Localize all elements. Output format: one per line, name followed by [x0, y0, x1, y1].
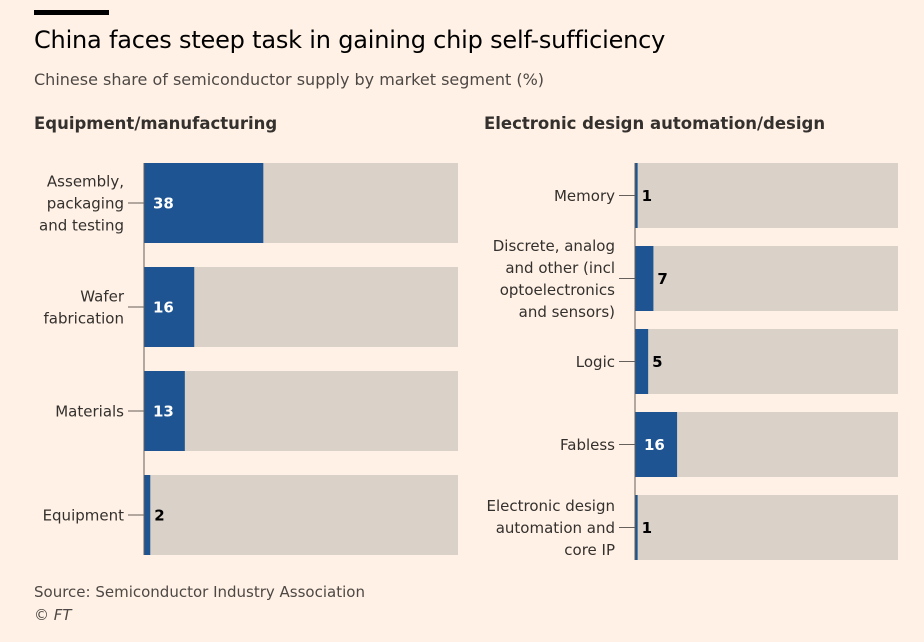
- bar-equipment-0: [144, 163, 264, 243]
- category-label-line: Equipment: [43, 507, 125, 525]
- category-label-design-1: Discrete, analog and other (incl optoelect…: [493, 237, 615, 321]
- category-label-design-0: Memory: [554, 187, 615, 205]
- chart-subtitle: Chinese share of semiconductor supply by…: [34, 70, 545, 89]
- bar-track-equipment-1: [144, 267, 458, 347]
- data-label-design-1: 7: [657, 270, 667, 288]
- category-label-equipment-1: Wafer fabrication: [43, 288, 124, 328]
- category-label-line: Assembly,: [47, 173, 124, 191]
- category-label-line: Logic: [576, 353, 615, 371]
- data-label-equipment-3: 2: [154, 507, 164, 525]
- category-label-line: packaging: [47, 195, 124, 213]
- top-rule: [34, 10, 109, 15]
- bar-track-design-1: [635, 246, 898, 311]
- panel-title-equipment: Equipment/manufacturing: [34, 114, 278, 133]
- category-label-equipment-2: Materials: [55, 403, 124, 421]
- chart-title: China faces steep task in gaining chip s…: [34, 26, 666, 54]
- category-label-line: fabrication: [43, 310, 124, 328]
- bar-track-equipment-2: [144, 371, 458, 451]
- category-label-design-2: Logic: [576, 353, 615, 371]
- bar-design-2: [635, 329, 649, 394]
- category-label-line: and sensors): [519, 303, 615, 321]
- data-label-design-4: 1: [642, 519, 652, 537]
- bar-design-1: [635, 246, 654, 311]
- panel-title-design: Electronic design automation/design: [484, 114, 826, 133]
- category-label-design-3: Fabless: [560, 436, 615, 454]
- bar-track-design-4: [635, 495, 898, 560]
- data-label-equipment-1: 16: [153, 299, 174, 317]
- category-label-line: core IP: [564, 541, 615, 559]
- bar-design-4: [635, 495, 638, 560]
- category-label-line: Materials: [55, 403, 124, 421]
- category-label-equipment-3: Equipment: [43, 507, 125, 525]
- category-label-line: and testing: [39, 217, 124, 235]
- data-label-equipment-0: 38: [153, 195, 174, 213]
- category-label-line: Wafer: [80, 288, 125, 306]
- bar-design-3: [635, 412, 678, 477]
- category-label-line: and other (incl: [505, 259, 615, 277]
- category-label-equipment-0: Assembly, packaging and testing: [39, 173, 124, 235]
- bar-design-0: [635, 163, 638, 228]
- data-label-design-2: 5: [652, 353, 662, 371]
- bar-equipment-3: [144, 475, 151, 555]
- category-label-line: optoelectronics: [500, 281, 615, 299]
- category-label-design-4: Electronic design automation and core IP: [487, 497, 615, 559]
- category-label-line: automation and: [496, 519, 615, 537]
- bar-track-equipment-3: [144, 475, 458, 555]
- data-label-design-3: 16: [644, 436, 665, 454]
- data-label-design-0: 1: [642, 187, 652, 205]
- category-label-line: Memory: [554, 187, 615, 205]
- data-label-equipment-2: 13: [153, 403, 174, 421]
- category-label-line: Electronic design: [487, 497, 615, 515]
- bar-track-design-2: [635, 329, 898, 394]
- source-note: Source: Semiconductor Industry Associati…: [34, 583, 365, 601]
- bar-equipment-2: [144, 371, 185, 451]
- bar-track-design-3: [635, 412, 898, 477]
- bar-track-design-0: [635, 163, 898, 228]
- category-label-line: Fabless: [560, 436, 615, 454]
- category-label-line: Discrete, analog: [493, 237, 615, 255]
- copyright-note: © FT: [34, 606, 72, 624]
- bar-equipment-1: [144, 267, 195, 347]
